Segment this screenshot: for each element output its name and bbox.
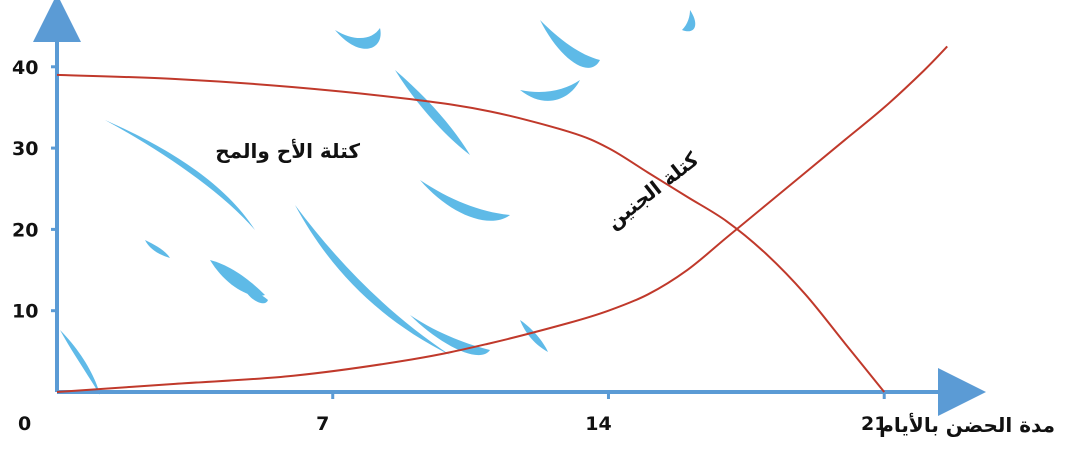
- x-axis-title: مدة الحضن بالأيام: [879, 412, 1055, 437]
- watermark-stroke: [520, 80, 580, 101]
- x-tick-label: 7: [316, 413, 329, 435]
- y-tick-label: 40: [12, 57, 38, 79]
- y-tick-label: 10: [12, 301, 38, 323]
- series-label-embryo: كتلة الجنين: [601, 147, 703, 234]
- watermark-stroke: [145, 240, 170, 258]
- y-tick-label: 30: [12, 138, 38, 160]
- y-tick-label: 20: [12, 219, 38, 241]
- watermark-stroke: [410, 315, 490, 356]
- watermark-stroke: [420, 180, 510, 221]
- watermark-stroke: [520, 320, 548, 352]
- series-label-yolk: كتلة الأح والمح: [215, 138, 360, 163]
- watermark-stroke: [60, 330, 100, 395]
- watermark-stroke: [245, 290, 268, 304]
- watermark-stroke: [210, 260, 265, 296]
- watermark-stroke: [395, 70, 470, 155]
- x-tick-label: 14: [585, 413, 611, 435]
- watermark-stroke: [682, 10, 696, 32]
- ticks-layer: 0 7 14 21 10 20 30 40: [12, 57, 887, 435]
- x-tick-label: 0: [18, 413, 31, 435]
- watermark-strokes: [60, 10, 696, 395]
- watermark-stroke: [335, 28, 381, 49]
- watermark-stroke: [295, 205, 450, 355]
- series-layer: [56, 45, 948, 393]
- x-tick-label: 21: [861, 413, 887, 435]
- watermark-stroke: [540, 20, 600, 68]
- watermark-stroke: [105, 120, 255, 230]
- series-line-embryo: [56, 45, 948, 393]
- series-line-yolk: [56, 73, 885, 393]
